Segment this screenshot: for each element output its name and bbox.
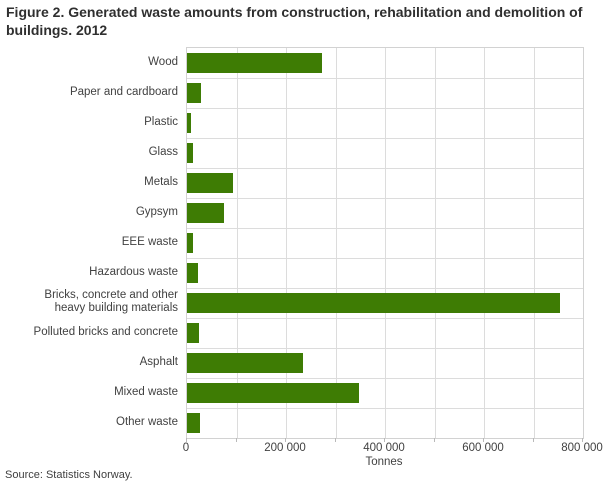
x-tick-mark	[582, 438, 583, 442]
bar-paper-and-cardboard	[187, 83, 202, 103]
category-label: Glass	[148, 145, 178, 158]
vertical-gridline	[435, 48, 436, 438]
x-tick-label: 400 000	[363, 442, 405, 454]
bar-metals	[187, 173, 233, 193]
category-label: Plastic	[144, 115, 178, 128]
horizontal-gridline	[187, 108, 583, 109]
horizontal-gridline	[187, 348, 583, 349]
bar-plastic	[187, 113, 191, 133]
horizontal-gridline	[187, 168, 583, 169]
x-tick-mark	[533, 438, 534, 442]
bar-polluted-bricks-and-concrete	[187, 323, 199, 343]
x-tick-mark	[335, 438, 336, 442]
x-tick-label: 800 000	[561, 442, 603, 454]
category-label: EEE waste	[121, 235, 178, 248]
horizontal-gridline	[187, 228, 583, 229]
category-label: Hazardous waste	[89, 265, 178, 278]
chart-title: Figure 2. Generated waste amounts from c…	[6, 4, 583, 38]
horizontal-gridline	[187, 198, 583, 199]
horizontal-gridline	[187, 408, 583, 409]
vertical-gridline	[385, 48, 386, 438]
category-label: Mixed waste	[114, 385, 178, 398]
bar-wood	[187, 53, 322, 73]
x-tick-mark	[384, 438, 385, 442]
bar-glass	[187, 143, 193, 163]
horizontal-gridline	[187, 78, 583, 79]
vertical-gridline	[336, 48, 337, 438]
x-tick-label: 600 000	[462, 442, 504, 454]
category-label: Wood	[148, 55, 178, 68]
x-tick-mark	[186, 438, 187, 442]
bar-gypsym	[187, 203, 224, 223]
vertical-gridline	[286, 48, 287, 438]
category-label: Other waste	[116, 415, 178, 428]
bar-hazardous-waste	[187, 263, 198, 283]
horizontal-gridline	[187, 378, 583, 379]
x-tick-mark	[285, 438, 286, 442]
vertical-gridline	[237, 48, 238, 438]
x-tick-mark	[434, 438, 435, 442]
category-label: Polluted bricks and concrete	[33, 325, 178, 338]
x-tick-mark	[236, 438, 237, 442]
bar-asphalt	[187, 353, 303, 373]
bar-other-waste	[187, 413, 201, 433]
category-label: Gypsym	[135, 205, 178, 218]
plot-area	[186, 47, 584, 439]
x-tick-label: 200 000	[264, 442, 306, 454]
category-label: Bricks, concrete and other heavy buildin…	[44, 289, 178, 314]
category-label: Metals	[144, 175, 178, 188]
vertical-gridline	[484, 48, 485, 438]
x-tick-label: 0	[182, 442, 190, 454]
source-note: Source: Statistics Norway.	[5, 469, 133, 481]
horizontal-gridline	[187, 318, 583, 319]
horizontal-gridline	[187, 258, 583, 259]
x-tick-mark	[483, 438, 484, 442]
bar-bricks-concrete-and-other-heavy-building-materials	[187, 293, 560, 313]
horizontal-gridline	[187, 288, 583, 289]
vertical-gridline	[534, 48, 535, 438]
horizontal-gridline	[187, 138, 583, 139]
bar-mixed-waste	[187, 383, 359, 403]
bar-eee-waste	[187, 233, 194, 253]
category-label: Asphalt	[139, 355, 178, 368]
x-axis-title: Tonnes	[365, 456, 403, 468]
category-label: Paper and cardboard	[69, 85, 178, 98]
